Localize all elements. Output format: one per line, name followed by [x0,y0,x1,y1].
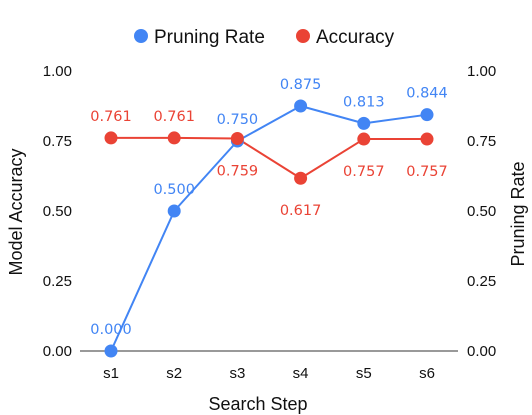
series-points [104,99,434,358]
data-label-pruning-rate: 0.750 [217,112,259,128]
y-axis-left-title: Model Accuracy [6,148,26,275]
x-axis-ticks: s1 s2 s3 s4 s5 s6 [103,365,435,382]
series-line-accuracy [111,136,427,180]
x-tick-label: s4 [293,365,309,382]
y-right-tick-label: 1.00 [467,63,496,80]
data-point-pruning-rate [420,108,434,122]
y-left-tick-label: 0.00 [43,343,72,360]
data-point-pruning-rate [167,204,181,218]
x-tick-label: s2 [166,365,182,382]
legend-marker-pruning-rate [134,29,148,43]
data-point-pruning-rate [104,344,118,358]
data-label-pruning-rate: 0.813 [343,94,385,110]
y-right-tick-label: 0.25 [467,273,496,290]
data-point-accuracy [230,131,244,145]
data-label-accuracy: 0.757 [343,164,385,180]
x-tick-label: s1 [103,365,119,382]
y-left-tick-label: 0.75 [43,133,72,150]
data-point-accuracy [294,171,308,185]
data-label-accuracy: 0.761 [90,109,132,125]
legend: Pruning Rate Accuracy [134,27,395,48]
data-point-accuracy [104,131,118,145]
y-right-tick-label: 0.75 [467,133,496,150]
data-label-accuracy: 0.761 [153,109,195,125]
series-line-pruning-rate [110,105,428,352]
data-label-pruning-rate: 0.500 [153,182,195,198]
y-right-tick-label: 0.50 [467,203,496,220]
data-point-pruning-rate [294,99,308,113]
legend-marker-accuracy [296,29,310,43]
data-label-pruning-rate: 0.844 [406,86,448,102]
data-point-accuracy [167,131,181,145]
x-tick-label: s5 [356,365,372,382]
y-axis-right-ticks: 0.00 0.25 0.50 0.75 1.00 [467,63,496,360]
data-label-accuracy: 0.617 [280,203,322,219]
y-axis-right-title: Pruning Rate [508,161,528,266]
data-labels: 0.000 0.500 0.750 0.875 0.813 0.844 0.761 0.761… [90,77,448,338]
data-label-pruning-rate: 0.000 [90,322,132,338]
legend-label-accuracy: Accuracy [316,27,395,48]
y-left-tick-label: 0.50 [43,203,72,220]
data-label-pruning-rate: 0.875 [280,77,322,93]
y-left-tick-label: 0.25 [43,273,72,290]
x-tick-label: s3 [229,365,245,382]
y-axis-left-ticks: 0.00 0.25 0.50 0.75 1.00 [43,63,72,360]
y-left-tick-label: 1.00 [43,63,72,80]
data-point-accuracy [420,132,434,146]
data-label-accuracy: 0.757 [406,164,448,180]
x-tick-label: s6 [419,365,435,382]
series-lines [110,105,428,352]
legend-label-pruning-rate: Pruning Rate [154,27,265,48]
y-right-tick-label: 0.00 [467,343,496,360]
x-axis-title: Search Step [208,394,307,414]
data-label-accuracy: 0.759 [217,163,259,179]
data-point-pruning-rate [357,116,371,130]
data-point-accuracy [357,132,371,146]
